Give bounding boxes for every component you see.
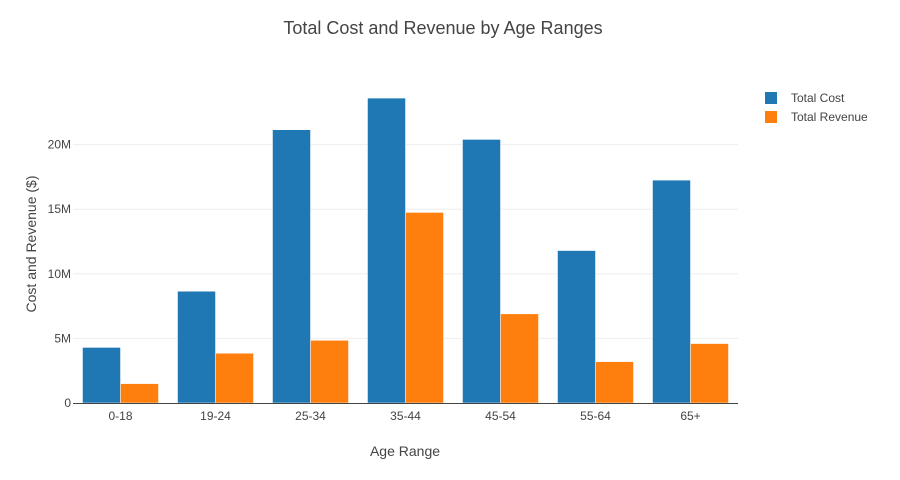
bar-total-cost [557, 250, 596, 404]
y-axis-ticks: 0 5M 10M 15M 20M [48, 138, 72, 410]
legend-swatch [765, 111, 777, 123]
x-tick-label: 19-24 [200, 409, 231, 423]
y-axis-title: Cost and Revenue ($) [23, 176, 39, 313]
bar-total-revenue [215, 353, 254, 404]
bar-total-cost [177, 290, 216, 404]
bar-total-revenue [405, 212, 444, 404]
y-tick-label: 5M [54, 331, 71, 345]
bar-total-cost [652, 179, 691, 404]
bar-total-revenue [120, 383, 159, 404]
bar-total-revenue [690, 343, 729, 404]
bar-total-revenue [595, 361, 634, 404]
bar-total-revenue [500, 313, 539, 404]
x-axis-ticks: 0-18 19-24 25-34 35-44 45-54 55-64 65+ [108, 409, 700, 423]
x-tick-label: 25-34 [295, 409, 326, 423]
bar-total-revenue [310, 340, 349, 404]
bars [82, 97, 729, 404]
bar-total-cost [272, 129, 311, 404]
y-tick-label: 20M [48, 138, 71, 152]
x-tick-label: 65+ [680, 409, 700, 423]
legend-label: Total Revenue [791, 110, 868, 124]
legend: Total Cost Total Revenue [765, 91, 868, 124]
x-tick-label: 45-54 [485, 409, 516, 423]
y-tick-label: 0 [64, 396, 71, 410]
x-tick-label: 55-64 [580, 409, 611, 423]
chart-title: Total Cost and Revenue by Age Ranges [283, 18, 602, 38]
y-tick-label: 15M [48, 202, 71, 216]
bar-total-cost [367, 97, 406, 404]
x-tick-label: 0-18 [108, 409, 132, 423]
legend-swatch [765, 92, 777, 104]
x-tick-label: 35-44 [390, 409, 421, 423]
bar-total-cost [82, 347, 121, 404]
bar-total-cost [462, 139, 501, 404]
legend-label: Total Cost [791, 91, 845, 105]
x-axis-title: Age Range [370, 443, 440, 459]
y-tick-label: 10M [48, 267, 71, 281]
